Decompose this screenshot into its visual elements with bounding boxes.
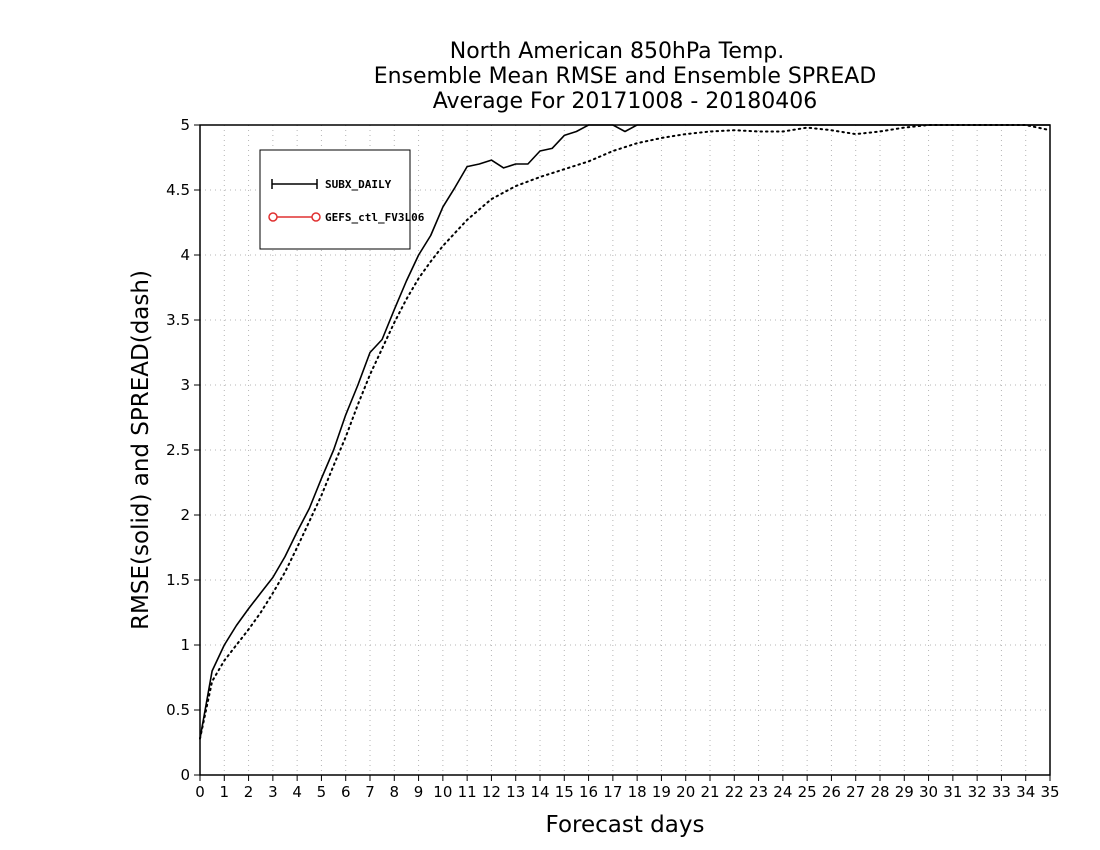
x-tick-label: 13 bbox=[506, 783, 525, 801]
y-tick-label: 2.5 bbox=[166, 441, 190, 459]
x-tick-label: 4 bbox=[292, 783, 302, 801]
x-axis-ticks: 0 1 2 3 4 5 6 7 8 9 10 11 12 13 14 15 16 17 18 19 20 21 22 23 24… bbox=[195, 775, 1060, 801]
legend-entry-gefs: GEFS_ctl_FV3L06 bbox=[268, 211, 425, 224]
x-tick-label: 20 bbox=[676, 783, 695, 801]
x-tick-label: 14 bbox=[530, 783, 549, 801]
legend-entry-subx: SUBX_DAILY bbox=[271, 178, 392, 191]
chart-title: North American 850hPa Temp. Ensemble Mea… bbox=[374, 39, 877, 114]
legend: SUBX_DAILY GEFS_ctl_FV3L06 bbox=[259, 149, 425, 250]
x-tick-label: 7 bbox=[365, 783, 375, 801]
x-tick-label: 10 bbox=[433, 783, 452, 801]
x-tick-label: 23 bbox=[749, 783, 768, 801]
y-tick-label: 0.5 bbox=[166, 701, 190, 719]
x-tick-label: 2 bbox=[244, 783, 254, 801]
circle-marker-icon bbox=[311, 212, 321, 222]
x-tick-label: 9 bbox=[414, 783, 424, 801]
y-axis-ticks: 0 0.5 1 1.5 2 2.5 3 3.5 4 4.5 5 bbox=[166, 116, 200, 784]
y-tick-label: 4.5 bbox=[166, 181, 190, 199]
x-tick-label: 29 bbox=[895, 783, 914, 801]
y-tick-label: 1.5 bbox=[166, 571, 190, 589]
y-tick-label: 3.5 bbox=[166, 311, 190, 329]
x-tick-label: 30 bbox=[919, 783, 938, 801]
title-line-3: Average For 20171008 - 20180406 bbox=[433, 89, 818, 114]
series-lines bbox=[199, 124, 1051, 740]
x-tick-label: 15 bbox=[555, 783, 574, 801]
y-tick-label: 2 bbox=[180, 506, 190, 524]
y-tick-label: 0 bbox=[180, 766, 190, 784]
x-tick-label: 34 bbox=[1016, 783, 1035, 801]
x-tick-label: 32 bbox=[968, 783, 987, 801]
x-tick-label: 31 bbox=[943, 783, 962, 801]
x-tick-label: 26 bbox=[822, 783, 841, 801]
title-line-2: Ensemble Mean RMSE and Ensemble SPREAD bbox=[374, 64, 877, 89]
x-tick-label: 18 bbox=[628, 783, 647, 801]
x-tick-label: 22 bbox=[725, 783, 744, 801]
legend-label-subx: SUBX_DAILY bbox=[325, 178, 392, 191]
x-tick-label: 19 bbox=[652, 783, 671, 801]
series-line-spread bbox=[199, 124, 1051, 740]
x-tick-label: 25 bbox=[798, 783, 817, 801]
title-line-1: North American 850hPa Temp. bbox=[450, 39, 785, 64]
x-tick-label: 27 bbox=[846, 783, 865, 801]
x-axis-label: Forecast days bbox=[546, 812, 705, 838]
series-line-rmse bbox=[199, 124, 1050, 739]
legend-label-gefs: GEFS_ctl_FV3L06 bbox=[325, 211, 425, 224]
x-tick-label: 3 bbox=[268, 783, 278, 801]
x-tick-label: 16 bbox=[579, 783, 598, 801]
x-tick-label: 8 bbox=[390, 783, 400, 801]
x-tick-label: 11 bbox=[458, 783, 477, 801]
x-tick-label: 35 bbox=[1040, 783, 1059, 801]
x-tick-label: 0 bbox=[195, 783, 205, 801]
x-tick-label: 12 bbox=[482, 783, 501, 801]
grid bbox=[200, 125, 1050, 775]
x-tick-label: 21 bbox=[700, 783, 719, 801]
y-tick-label: 5 bbox=[180, 116, 190, 134]
y-tick-label: 4 bbox=[180, 246, 190, 264]
x-tick-label: 33 bbox=[992, 783, 1011, 801]
x-tick-label: 6 bbox=[341, 783, 351, 801]
x-tick-label: 1 bbox=[220, 783, 230, 801]
x-tick-label: 28 bbox=[870, 783, 889, 801]
x-tick-label: 17 bbox=[603, 783, 622, 801]
y-tick-label: 1 bbox=[180, 636, 190, 654]
x-tick-label: 24 bbox=[773, 783, 792, 801]
legend-box bbox=[259, 149, 411, 250]
x-tick-label: 5 bbox=[317, 783, 327, 801]
circle-marker-icon bbox=[268, 212, 278, 222]
y-tick-label: 3 bbox=[180, 376, 190, 394]
y-axis-label: RMSE(solid) and SPREAD(dash) bbox=[128, 270, 154, 630]
